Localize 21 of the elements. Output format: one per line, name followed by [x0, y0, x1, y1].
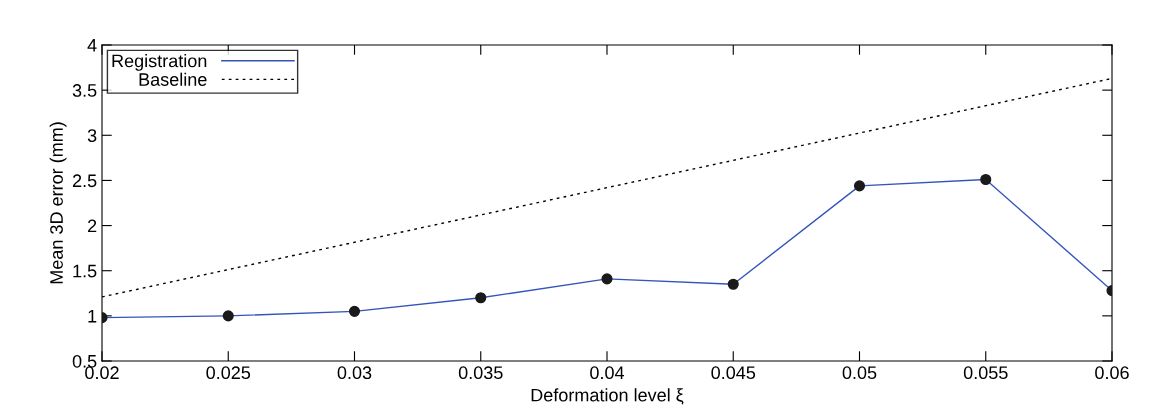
y-tick-label: 3.5: [72, 84, 97, 97]
x-tick-label: 0.045: [711, 366, 756, 380]
y-tick-label: 1: [88, 309, 97, 323]
x-tick-label: 0.04: [590, 366, 625, 380]
x-tick-label: 0.03: [337, 366, 372, 380]
y-tick-label: 2.5: [72, 174, 97, 188]
x-tick-label: 0.035: [458, 366, 503, 380]
x-tick-label: 0.025: [206, 366, 251, 380]
y-tick-label: 1.5: [73, 264, 97, 278]
x-tick-label: 0.05: [842, 366, 877, 380]
y-tick-label: 4: [87, 39, 97, 52]
y-tick-label: 2: [88, 219, 97, 233]
legend-label: Baseline: [139, 72, 207, 86]
y-tick-label: 3: [87, 129, 97, 143]
x-axis-title: Deformation level ξ: [531, 388, 684, 405]
x-tick-label: 0.02: [85, 366, 119, 380]
x-tick-label: 0.06: [1095, 366, 1129, 380]
legend-label: Registration: [112, 54, 207, 71]
y-axis-title: Mean 3D error (mm): [49, 122, 67, 284]
y-tick-label: 0.5: [72, 354, 97, 368]
x-tick-label: 0.055: [963, 366, 1008, 380]
